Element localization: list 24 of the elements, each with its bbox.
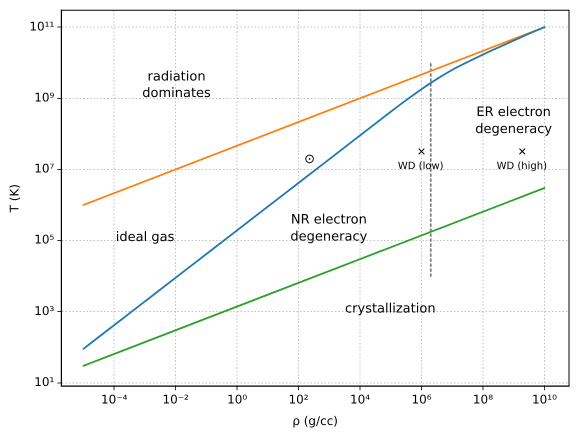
x-tick-label: 10⁰ bbox=[227, 392, 248, 407]
x-tick-label: 10⁶ bbox=[411, 392, 432, 407]
annotation: NR electron degeneracy bbox=[290, 212, 368, 244]
x-tick-label: 10² bbox=[288, 392, 309, 407]
y-tick-label: 10³ bbox=[34, 304, 54, 318]
annotation: WD (high) bbox=[496, 161, 548, 172]
annotation: WD (low) bbox=[398, 161, 444, 172]
annotation: ⊙ bbox=[304, 152, 316, 167]
x-tick-label: 10⁻² bbox=[162, 392, 190, 407]
annotation: crystallization bbox=[345, 301, 436, 316]
annotation: ideal gas bbox=[116, 230, 175, 246]
y-tick-label: 10¹¹ bbox=[29, 19, 54, 34]
y-tick-label: 10⁹ bbox=[34, 90, 54, 104]
annotation: radiation dominates bbox=[142, 69, 212, 102]
y-tick-label: 10¹ bbox=[34, 374, 54, 389]
y-tick-label: 10⁵ bbox=[34, 232, 54, 247]
x-tick-label: 10⁻⁴ bbox=[100, 392, 128, 407]
x-tick-label: 10¹⁰ bbox=[532, 392, 558, 407]
x-tick-label: 10⁴ bbox=[350, 392, 370, 407]
annotation: ER electron degeneracy bbox=[475, 105, 552, 137]
y-axis-title: T (K) bbox=[7, 184, 22, 214]
y-tick-label: 10⁷ bbox=[34, 162, 54, 176]
x-tick-label: 10⁸ bbox=[472, 392, 494, 407]
x-axis-title: ρ (g/cc) bbox=[292, 414, 338, 428]
